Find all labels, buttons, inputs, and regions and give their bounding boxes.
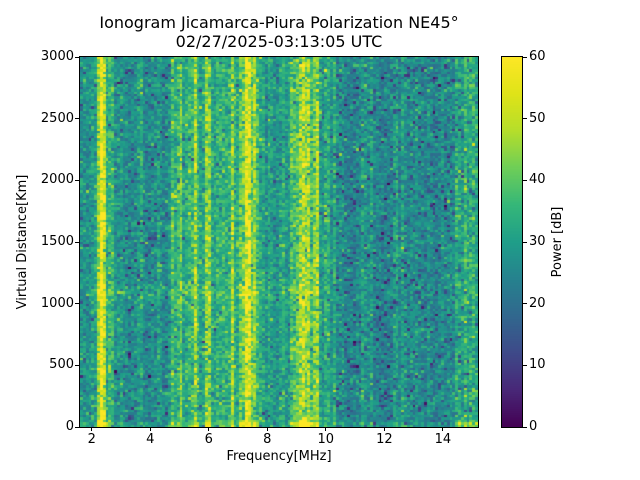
x-tick-label: 12 [376, 432, 393, 447]
y-tick [75, 179, 79, 181]
x-tick [266, 427, 268, 431]
y-tick-label: 3000 [40, 49, 74, 64]
y-tick [75, 56, 79, 58]
y-tick [75, 118, 79, 120]
colorbar-gradient [502, 57, 522, 427]
colorbar-tick [523, 241, 527, 243]
x-axis-label: Frequency[MHz] [226, 449, 332, 464]
x-tick-label: 4 [146, 432, 155, 447]
x-tick-label: 2 [87, 432, 96, 447]
colorbar-tick-label: 0 [529, 419, 538, 434]
colorbar-tick-label: 40 [529, 172, 546, 188]
ionogram-heatmap [80, 57, 478, 427]
y-tick [75, 241, 79, 243]
colorbar-tick [523, 364, 527, 366]
x-tick-label: 6 [204, 432, 213, 447]
colorbar-tick [523, 179, 527, 181]
x-tick [149, 427, 151, 431]
colorbar-tick-label: 10 [529, 357, 546, 373]
colorbar-label: Power [dB] [550, 206, 565, 278]
x-tick [383, 427, 385, 431]
colorbar-tick [523, 56, 527, 58]
x-tick [91, 427, 93, 431]
y-tick-label: 1000 [40, 295, 74, 311]
y-tick-label: 2000 [40, 172, 74, 188]
x-tick [208, 427, 210, 431]
y-tick-label: 1500 [40, 234, 74, 249]
x-tick [325, 427, 327, 431]
colorbar-tick-label: 20 [529, 295, 546, 311]
y-tick [75, 426, 79, 428]
chart-title-block: Ionogram Jicamarca-Piura Polarization NE… [80, 13, 478, 51]
y-tick-label: 0 [65, 419, 74, 434]
colorbar-tick [523, 303, 527, 305]
colorbar-tick [523, 118, 527, 120]
x-tick [442, 427, 444, 431]
colorbar-tick-label: 60 [529, 49, 546, 64]
colorbar-tick-label: 30 [529, 234, 546, 249]
x-tick-label: 8 [263, 432, 272, 447]
chart-title: Ionogram Jicamarca-Piura Polarization NE… [99, 13, 459, 32]
y-tick-label: 500 [49, 357, 74, 373]
colorbar-tick [523, 426, 527, 428]
y-tick [75, 303, 79, 305]
x-tick-label: 10 [317, 432, 335, 447]
y-axis-label: Virtual Distance[Km] [15, 174, 30, 310]
y-tick [75, 364, 79, 366]
y-tick-label: 2500 [40, 110, 74, 126]
colorbar-tick-label: 50 [529, 110, 546, 126]
x-tick-label: 14 [434, 432, 452, 447]
chart-subtitle: 02/27/2025-03:13:05 UTC [175, 32, 383, 51]
